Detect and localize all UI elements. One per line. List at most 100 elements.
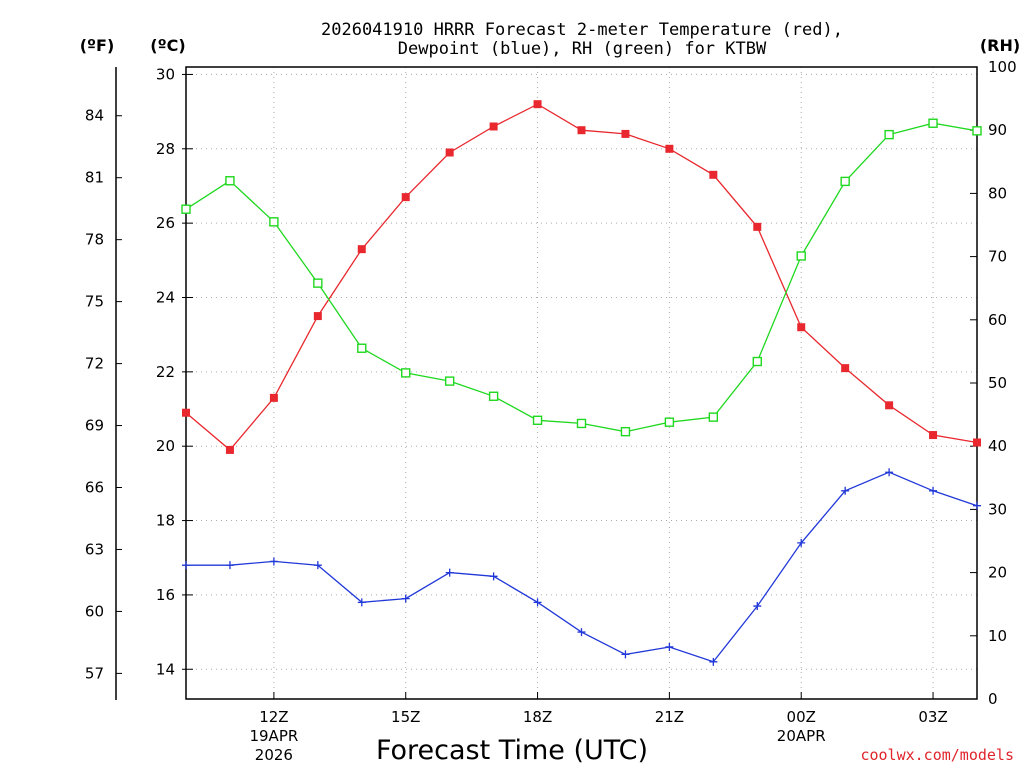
- temperature-point: [577, 126, 586, 135]
- temperature-point: [841, 364, 850, 373]
- celsius-tick-label: 18: [156, 512, 175, 530]
- temperature-point: [973, 438, 981, 447]
- dewpoint-point: [709, 657, 718, 666]
- source-credit: coolwx.com/models: [860, 746, 1014, 764]
- rh-tick-label: 0: [988, 690, 998, 708]
- celsius-unit-label: (ºC): [150, 36, 185, 55]
- rh-point: [664, 417, 675, 427]
- rh-point: [884, 129, 894, 140]
- temperature-point: [182, 408, 190, 417]
- rh-tick-label: 100: [988, 58, 1017, 76]
- dewpoint-point: [357, 598, 366, 607]
- chart-title-line-2: Dewpoint (blue), RH (green) for KTBW: [398, 39, 767, 59]
- temperature-point: [533, 100, 542, 109]
- x-tick-label: 00Z: [787, 708, 816, 726]
- rh-point: [357, 343, 367, 353]
- rh-point: [313, 278, 323, 288]
- rh-tick-label: 80: [988, 184, 1007, 202]
- dewpoint-point: [753, 602, 762, 611]
- dewpoint-point: [445, 568, 454, 577]
- x-tick-label: 21Z: [655, 708, 684, 726]
- rh-tick-label: 50: [988, 374, 1007, 392]
- fahrenheit-unit-label: (ºF): [80, 36, 115, 55]
- temperature-point: [885, 401, 894, 410]
- x-year-label: 2026: [255, 746, 293, 764]
- dewpoint-point: [269, 557, 278, 566]
- x-tick-label: 15Z: [391, 708, 420, 726]
- temperature-point: [313, 312, 322, 321]
- rh-point: [840, 176, 850, 187]
- rh-point: [401, 368, 411, 378]
- rh-point: [752, 356, 762, 367]
- rh-point: [620, 426, 631, 437]
- rh-point: [269, 217, 279, 227]
- fahrenheit-tick-label: 84: [85, 107, 104, 125]
- x-tick-label: 12Z: [259, 708, 288, 726]
- dewpoint-point: [929, 486, 938, 495]
- temperature-point: [489, 122, 498, 131]
- temperature-point: [357, 245, 366, 254]
- rh-tick-label: 30: [988, 500, 1007, 518]
- dewpoint-point: [797, 538, 806, 547]
- x-date-label: 19APR: [249, 727, 298, 745]
- grid-lines: [186, 67, 977, 699]
- rh-point: [796, 251, 806, 261]
- x-axis-label: Forecast Time (UTC): [376, 735, 648, 766]
- rh-point: [972, 126, 982, 136]
- dewpoint-point: [401, 594, 410, 603]
- dewpoint-point: [973, 501, 981, 510]
- rh-point: [225, 176, 235, 186]
- dewpoint-point: [621, 650, 630, 659]
- fahrenheit-tick-label: 75: [85, 293, 104, 311]
- fahrenheit-tick-label: 66: [85, 479, 104, 497]
- dewpoint-point: [225, 561, 234, 570]
- temperature-point: [621, 129, 630, 138]
- dewpoint-series: [182, 468, 981, 666]
- rh-point: [928, 118, 938, 128]
- temperature-series: [182, 100, 981, 454]
- temperature-line: [185, 103, 978, 451]
- x-date-label: 20APR: [777, 727, 826, 745]
- dewpoint-point: [885, 468, 894, 477]
- tick-labels: 14 16 18 20 22 24 26 28 30 57 60 63 66 69 72 75 78 81 84 0 1…: [85, 58, 1017, 764]
- celsius-tick-label: 16: [156, 586, 175, 604]
- rh-tick-label: 90: [988, 121, 1007, 139]
- rh-point: [532, 415, 543, 425]
- x-tick-label: 18Z: [523, 708, 552, 726]
- rh-point: [708, 412, 719, 422]
- rh-point: [181, 204, 191, 214]
- temperature-point: [929, 431, 938, 440]
- x-tick-label: 03Z: [918, 708, 947, 726]
- rh-unit-label: (RH): [980, 36, 1020, 55]
- fahrenheit-tick-label: 57: [85, 664, 104, 682]
- rh-point: [444, 376, 455, 386]
- dewpoint-point: [841, 486, 850, 495]
- temperature-point: [445, 148, 454, 157]
- temperature-point: [709, 170, 718, 179]
- fahrenheit-tick-label: 69: [85, 417, 104, 435]
- temperature-point: [665, 144, 674, 153]
- celsius-tick-label: 28: [156, 140, 175, 158]
- fahrenheit-tick-label: 63: [85, 540, 104, 558]
- rh-point: [576, 418, 587, 429]
- rh-line: [185, 122, 978, 433]
- temperature-point: [269, 393, 278, 402]
- fahrenheit-tick-label: 72: [85, 355, 104, 373]
- celsius-tick-label: 22: [156, 363, 175, 381]
- temperature-point: [753, 222, 762, 231]
- fahrenheit-tick-label: 60: [85, 602, 104, 620]
- celsius-tick-label: 30: [156, 65, 175, 83]
- chart-title-line-1: 2026041910 HRRR Forecast 2-meter Tempera…: [321, 20, 843, 40]
- dewpoint-point: [665, 642, 674, 651]
- rh-tick-label: 20: [988, 564, 1007, 582]
- celsius-tick-label: 24: [156, 288, 175, 306]
- celsius-tick-label: 20: [156, 437, 175, 455]
- axes: [115, 66, 978, 700]
- plot-frame: [185, 66, 978, 700]
- dewpoint-point: [313, 561, 322, 570]
- fahrenheit-tick-label: 81: [85, 169, 104, 187]
- rh-tick-label: 60: [988, 311, 1007, 329]
- rh-tick-label: 10: [988, 627, 1007, 645]
- temperature-point: [401, 193, 410, 202]
